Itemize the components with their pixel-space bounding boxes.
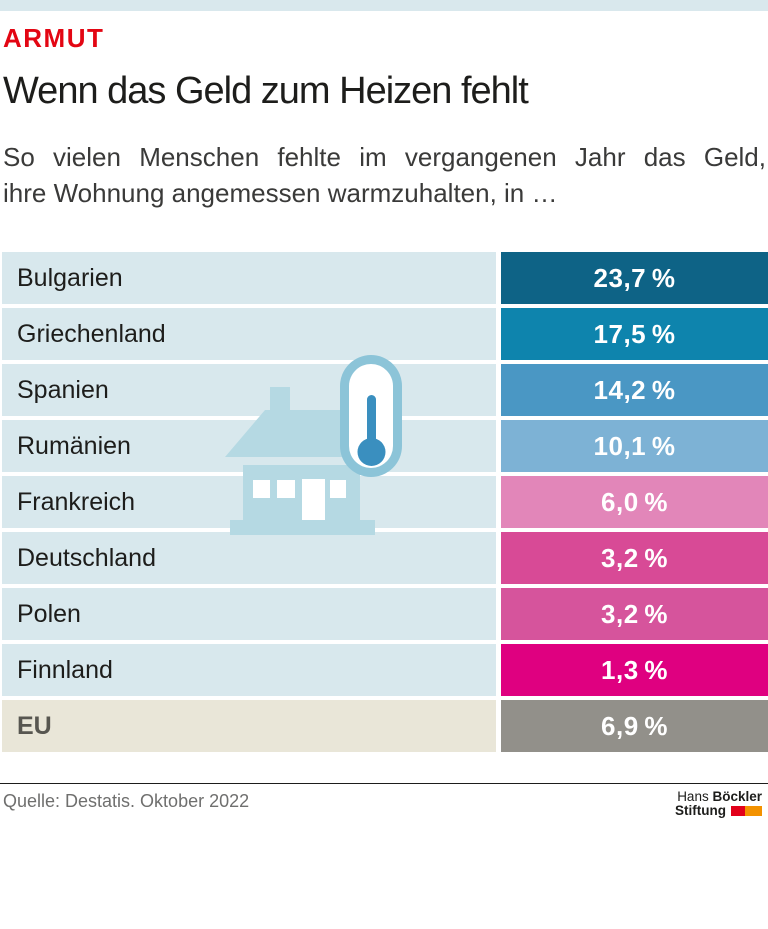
- country-label: Griechenland: [2, 308, 496, 360]
- top-strip: [0, 0, 768, 11]
- logo-square-orange: [745, 806, 762, 816]
- value-block: 10,1 %: [501, 420, 768, 472]
- value-block: 14,2 %: [501, 364, 768, 416]
- table-row: Deutschland 3,2 %: [2, 532, 768, 584]
- subtitle-line2: ihre Wohnung angemessen warmzuhalten, in…: [3, 178, 558, 208]
- house-base-shape: [230, 520, 375, 535]
- value-block: 3,2 %: [501, 532, 768, 584]
- value-block: 17,5 %: [501, 308, 768, 360]
- country-label: Spanien: [2, 364, 496, 416]
- value-block: 6,9 %: [501, 700, 768, 752]
- thermometer-bulb: [357, 438, 386, 466]
- subtitle-line1: So vielen Menschen fehlte im vergangenen…: [3, 142, 766, 172]
- table-row: Polen 3,2 %: [2, 588, 768, 640]
- table-row: Griechenland 17,5 %: [2, 308, 768, 360]
- table-row: Bulgarien 23,7 %: [2, 252, 768, 304]
- kicker: ARMUT: [3, 23, 105, 53]
- logo-text-hans: Hans: [677, 789, 709, 804]
- country-label: Polen: [2, 588, 496, 640]
- country-label: Deutschland: [2, 532, 496, 584]
- logo-text-boeckler: Böckler: [712, 789, 762, 804]
- country-label: Bulgarien: [2, 252, 496, 304]
- value-block: 3,2 %: [501, 588, 768, 640]
- window-2: [277, 480, 295, 498]
- thermometer-stem: [367, 395, 376, 450]
- house-thermometer-icon: [225, 355, 402, 535]
- page-title: Wenn das Geld zum Heizen fehlt: [3, 70, 529, 112]
- footer-divider: [0, 783, 768, 784]
- hans-boeckler-stiftung-logo: Hans Böckler Stiftung: [675, 790, 762, 818]
- table-row: Spanien 14,2 %: [2, 364, 768, 416]
- logo-square-red: [731, 806, 745, 816]
- footer: Quelle: Destatis. Oktober 2022 Hans Böck…: [0, 783, 768, 818]
- table-row: Finnland 1,3 %: [2, 644, 768, 696]
- source-note: Quelle: Destatis. Oktober 2022: [3, 791, 250, 811]
- country-label: Finnland: [2, 644, 496, 696]
- header: ARMUT Wenn das Geld zum Heizen fehlt So …: [0, 24, 768, 211]
- logo-text-stiftung: Stiftung: [675, 803, 726, 818]
- country-label: EU: [2, 700, 496, 752]
- table-row: EU 6,9 %: [2, 700, 768, 752]
- value-block: 6,0 %: [501, 476, 768, 528]
- value-block: 23,7 %: [501, 252, 768, 304]
- value-block: 1,3 %: [501, 644, 768, 696]
- window-3: [330, 480, 346, 498]
- chimney-shape: [270, 387, 290, 417]
- country-table: Bulgarien 23,7 % Griechenland 17,5 % Spanien…: [2, 252, 768, 752]
- window-1: [253, 480, 270, 498]
- door-shape: [302, 479, 325, 520]
